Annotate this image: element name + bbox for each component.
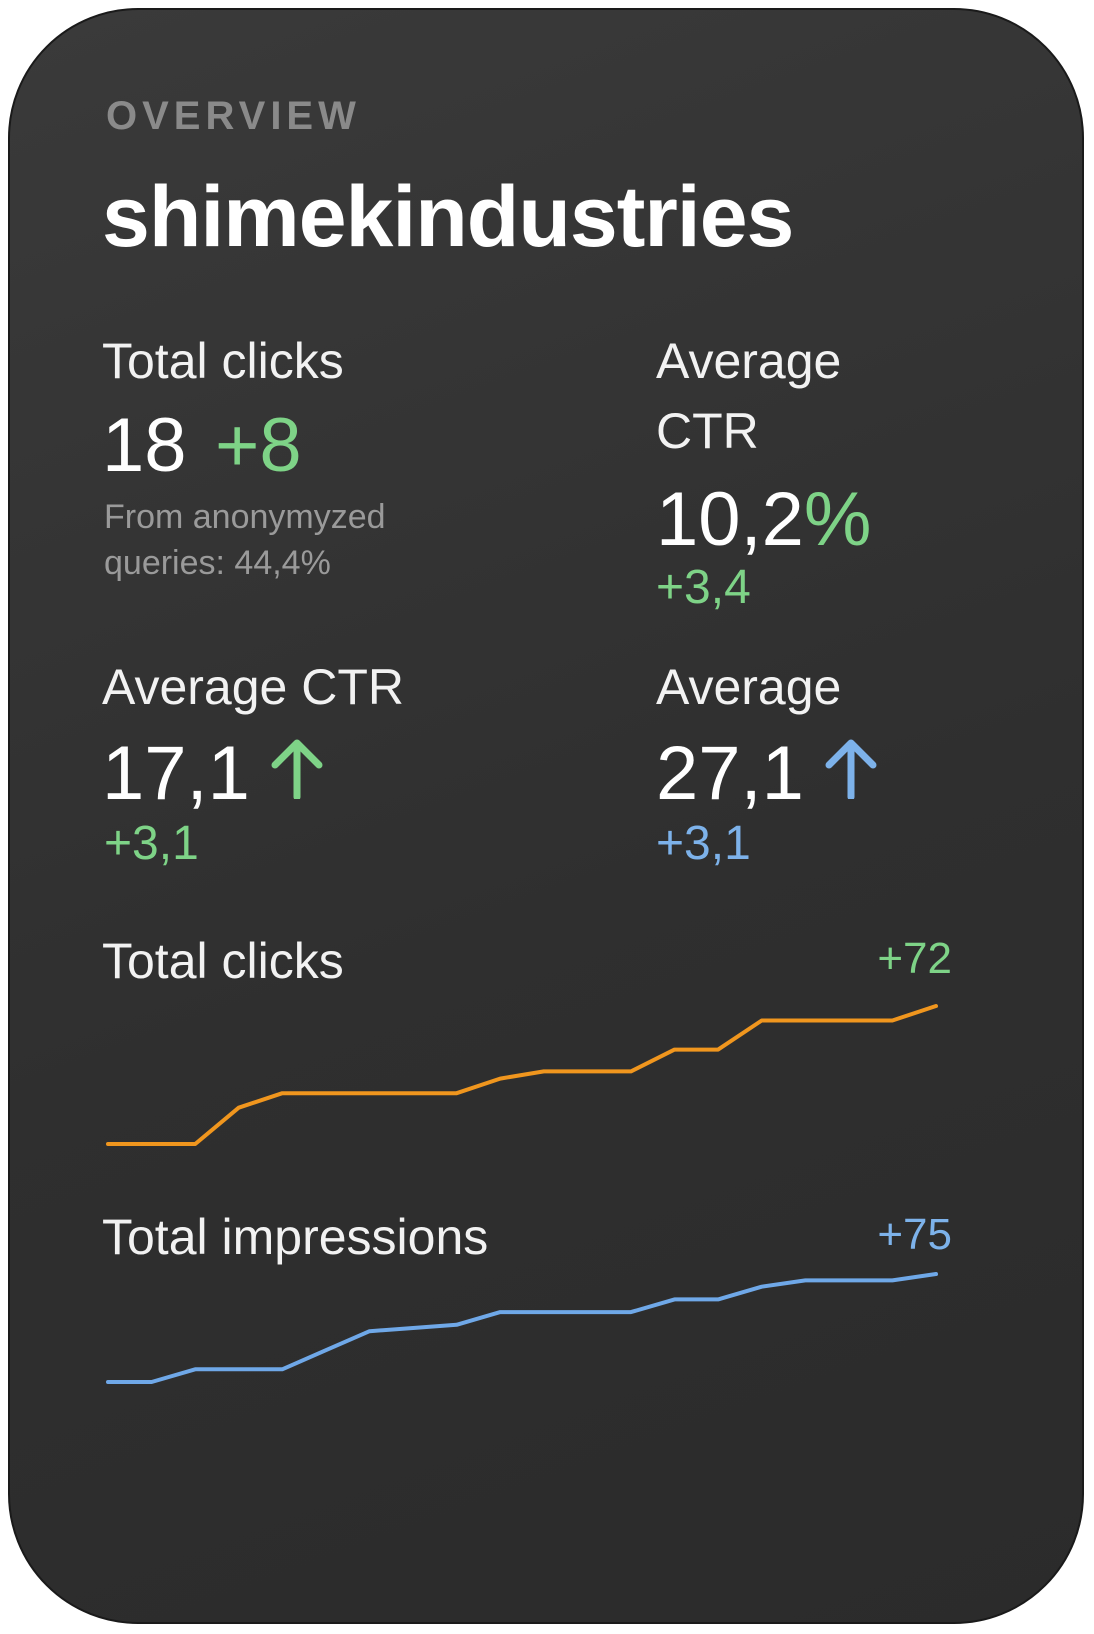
site-title: shimekindustries [102, 169, 794, 265]
metric-delta: +3,1 [104, 817, 199, 870]
metric-delta: +8 [215, 403, 302, 488]
data-point [804, 1279, 806, 1281]
data-point [674, 1049, 676, 1051]
data-point [194, 1143, 196, 1145]
data-point [107, 1143, 109, 1145]
metric-value-row: 17,1 [102, 730, 323, 817]
data-point [151, 1143, 153, 1145]
data-point [368, 1092, 370, 1094]
metric-unit: % [803, 477, 872, 562]
metric-label-line2: CTR [656, 403, 759, 459]
overview-widget: OVERVIEW shimekindustries Total clicks 1… [8, 8, 1084, 1624]
data-point [630, 1070, 632, 1072]
data-point [848, 1279, 850, 1281]
arrow-up-icon [825, 739, 877, 801]
data-point [935, 1273, 937, 1275]
metric-value: 18 [102, 403, 187, 488]
arrow-up-icon [271, 739, 323, 801]
data-point [499, 1311, 501, 1313]
data-point [499, 1078, 501, 1080]
metric-label: Average [656, 659, 842, 715]
metric-delta: +3,1 [656, 817, 751, 870]
data-point [238, 1368, 240, 1370]
data-point [848, 1020, 850, 1022]
data-point [935, 1005, 937, 1007]
metric-note-line2: queries: 44,4% [104, 544, 331, 582]
data-point [543, 1311, 545, 1313]
series-line [106, 1004, 938, 1146]
impressions-line-chart [106, 1272, 938, 1384]
data-point [194, 1368, 196, 1370]
data-point [107, 1381, 109, 1383]
data-point [412, 1092, 414, 1094]
data-point [543, 1070, 545, 1072]
metric-value-row: 10,2% [656, 476, 872, 563]
chart-badge: +75 [877, 1210, 952, 1259]
data-point [456, 1324, 458, 1326]
data-point [151, 1381, 153, 1383]
chart-title: Total impressions [102, 1209, 489, 1265]
metric-label: Total clicks [102, 333, 344, 389]
metric-value: 17,1 [102, 731, 250, 816]
data-point [717, 1049, 719, 1051]
data-point [325, 1092, 327, 1094]
chart-badge: +72 [877, 934, 952, 983]
overline-label: OVERVIEW [106, 94, 361, 138]
data-point [456, 1092, 458, 1094]
metric-delta: +3,4 [656, 561, 751, 614]
data-point [368, 1330, 370, 1332]
data-point [281, 1092, 283, 1094]
data-point [717, 1298, 719, 1300]
data-point [761, 1286, 763, 1288]
data-point [586, 1311, 588, 1313]
metric-label: Average CTR [102, 659, 404, 715]
metric-value: 10,2 [656, 477, 804, 562]
metric-label-line1: Average [656, 333, 842, 389]
data-point [412, 1327, 414, 1329]
series-line [106, 1272, 938, 1384]
data-point [891, 1020, 893, 1022]
data-point [674, 1298, 676, 1300]
data-point [281, 1368, 283, 1370]
data-point [891, 1279, 893, 1281]
data-point [761, 1020, 763, 1022]
data-point [238, 1107, 240, 1109]
metric-value-row: 27,1 [656, 730, 877, 817]
metric-value: 27,1 [656, 731, 804, 816]
data-point [630, 1311, 632, 1313]
data-point [586, 1070, 588, 1072]
data-point [325, 1349, 327, 1351]
data-point [804, 1020, 806, 1022]
clicks-line-chart [106, 1004, 938, 1146]
metric-note-line1: From anonymyzed [104, 498, 386, 536]
chart-title: Total clicks [102, 933, 344, 989]
